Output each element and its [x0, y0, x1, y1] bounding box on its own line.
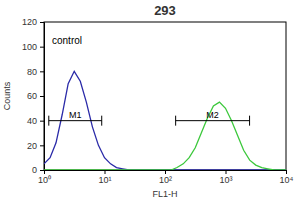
- x-tick: 10¹: [98, 170, 111, 185]
- y-tick-mark: [40, 47, 44, 48]
- y-tick-label: 20: [27, 141, 37, 151]
- y-tick-label: 0: [32, 165, 37, 175]
- y-tick-label: 60: [27, 91, 37, 101]
- y-tick-label: 100: [22, 42, 37, 52]
- y-tick: 100: [22, 42, 44, 52]
- gate-end: [249, 116, 250, 126]
- x-tick: 10⁴: [280, 170, 294, 185]
- x-tick-label: 10⁰: [38, 175, 51, 185]
- histogram-line: [44, 71, 286, 170]
- x-tick: 10⁰: [38, 170, 51, 185]
- x-tick-label: 10³: [219, 175, 232, 185]
- title: 293: [154, 3, 176, 18]
- x-tick-mark: [286, 170, 287, 174]
- y-tick-label: 120: [22, 17, 37, 27]
- x-tick-label: 10¹: [98, 175, 111, 185]
- chart: 10⁰ 10¹ 10² 10³ 10⁴ 0 20 40 60 80 100 120 M1 M2 contro…: [0, 0, 300, 200]
- y-tick-mark: [40, 22, 44, 23]
- y-tick: 80: [27, 67, 44, 77]
- y-tick-label: 40: [27, 116, 37, 126]
- y-tick: 60: [27, 91, 44, 101]
- y-tick-mark: [40, 170, 44, 171]
- y-tick: 0: [32, 165, 44, 175]
- y-tick-mark: [40, 96, 44, 97]
- x-tick-mark: [226, 170, 227, 174]
- y-tick: 20: [27, 141, 44, 151]
- x-axis: 10⁰ 10¹ 10² 10³ 10⁴: [38, 170, 294, 185]
- gate-end: [175, 116, 176, 126]
- x-tick-label: 10²: [159, 175, 172, 185]
- gate-line: [49, 120, 102, 121]
- data-area: [44, 71, 286, 170]
- y-tick-label: 80: [27, 67, 37, 77]
- x-axis-title: FL1-H: [152, 189, 177, 199]
- x-tick-mark: [165, 170, 166, 174]
- gate-label: M1: [69, 110, 82, 120]
- x-tick: 10³: [219, 170, 232, 185]
- x-tick: 10²: [159, 170, 172, 185]
- plot-frame: [44, 22, 286, 170]
- x-tick-label: 10⁴: [280, 175, 294, 185]
- gate-line: [176, 120, 250, 121]
- y-tick-mark: [40, 121, 44, 122]
- histogram-line: [44, 102, 286, 170]
- gate-end: [48, 116, 49, 126]
- y-axis-title: Counts: [2, 81, 12, 110]
- y-tick: 40: [27, 116, 44, 126]
- plot: 10⁰ 10¹ 10² 10³ 10⁴ 0 20 40 60 80 100 120 M1 M2 contro…: [22, 17, 294, 185]
- x-tick-mark: [105, 170, 106, 174]
- annotation: control: [52, 35, 82, 46]
- y-tick: 120: [22, 17, 44, 27]
- gate-label: M2: [206, 110, 219, 120]
- gate-end: [101, 116, 102, 126]
- y-axis: 0 20 40 60 80 100 120: [22, 17, 45, 175]
- y-tick-mark: [40, 71, 44, 72]
- x-axis-line: [45, 171, 287, 175]
- y-axis-line: [40, 23, 45, 171]
- y-tick-mark: [40, 145, 44, 146]
